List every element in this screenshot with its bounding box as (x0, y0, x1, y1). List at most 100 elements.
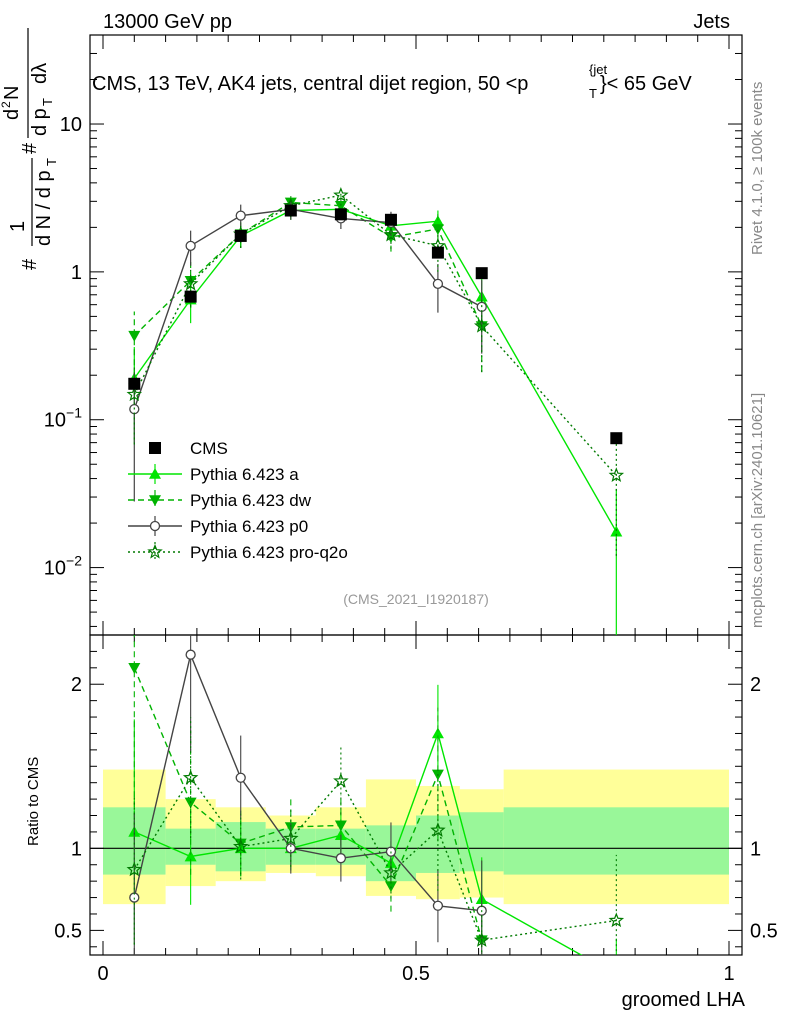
ratio-point-pythia-6-423-a (431, 727, 444, 739)
legend-marker (149, 442, 161, 454)
ratio-tick-label-right: 0.5 (750, 920, 778, 942)
ratio-point-pythia-6-423-pro-q2o (283, 830, 299, 846)
ratio-line-pythia-6-423-dw (133, 667, 483, 941)
ratio-line-pythia-6-423-p0 (133, 652, 482, 912)
series-line-pythia-6-423-dw (133, 201, 483, 337)
point-pythia-6-423-pro-q2o (383, 226, 399, 242)
ratio-point-pythia-6-423-pro-q2o (608, 912, 625, 928)
y-tick-label: 10−1 (44, 405, 82, 432)
ratio-point-pythia-6-423-pro-q2o (383, 864, 399, 880)
point-pythia-6-423-dw (334, 200, 347, 212)
ratio-point-pythia-6-423-dw (128, 663, 141, 674)
ratio-uncertainty-bands (90, 769, 742, 905)
legend-label: Pythia 6.423 pro-q2o (190, 543, 348, 562)
watermark: (CMS_2021_I1920187) (343, 591, 489, 607)
ratio-point-pythia-6-423-pro-q2o (333, 772, 349, 788)
header-right: Jets (693, 11, 730, 33)
legend-marker (149, 468, 161, 479)
point-pythia-6-423-pro-q2o (473, 317, 490, 333)
point-cms (334, 208, 347, 221)
y-tick-label: 10 (60, 114, 82, 136)
point-cms (431, 246, 444, 259)
point-cms (610, 432, 623, 445)
ratio-point-pythia-6-423-pro-q2o (430, 822, 446, 837)
y-label-n: N (1, 86, 23, 100)
point-pythia-6-423-dw (128, 330, 141, 342)
point-cms (475, 267, 488, 280)
point-cms (184, 290, 197, 303)
ratio-point-pythia-6-423-p0 (235, 772, 246, 783)
ratio-point-pythia-6-423-pro-q2o (473, 932, 490, 947)
point-pythia-6-423-dw (431, 224, 444, 235)
y-label-dpt: d p (29, 108, 51, 136)
legend-label: Pythia 6.423 dw (190, 491, 312, 510)
x-tick-label: 0 (97, 963, 108, 985)
point-pythia-6-423-pro-q2o (333, 187, 349, 202)
rivet-label: Rivet 4.1.0, ≥ 100k events (749, 82, 766, 255)
ratio-point-pythia-6-423-p0 (285, 843, 296, 854)
legend: CMS Pythia 6.423 a Pythia 6.423 dw Pythia 6… (128, 439, 348, 562)
point-pythia-6-423-pro-q2o (608, 467, 625, 483)
point-pythia-6-423-a (610, 525, 623, 537)
ratio-point-pythia-6-423-p0 (335, 853, 347, 864)
main-series-layer (126, 186, 625, 635)
ratio-tick-label-right: 1 (750, 838, 761, 860)
ratio-point-pythia-6-423-pro-q2o (232, 838, 249, 854)
ratio-tick-label: 1 (71, 838, 82, 860)
ratio-point-pythia-6-423-pro-q2o (182, 769, 199, 785)
ratio-line-pythia-6-423-pro-q2o (133, 776, 617, 941)
ratio-band-inner (503, 807, 729, 875)
header-left: 13000 GeV pp (103, 11, 232, 33)
main-plot-frame (89, 34, 743, 636)
y-label-t2: T (40, 98, 55, 106)
series-line-pythia-6-423-pro-q2o (133, 194, 617, 476)
y-label-hash2: # (19, 142, 41, 154)
x-tick-label: 1 (723, 963, 734, 985)
point-pythia-6-423-pro-q2o (182, 275, 199, 291)
x-tick-label: 0.5 (402, 963, 430, 985)
point-pythia-6-423-a (431, 215, 444, 227)
title-sup: {jet (589, 62, 607, 77)
y-tick-label: 10−2 (44, 553, 82, 580)
ratio-point-pythia-6-423-dw (334, 820, 347, 832)
y-label-dl: dλ (29, 63, 51, 84)
mcplots-label: mcplots.cern.ch [arXiv:2401.10621] (749, 393, 766, 628)
point-cms (128, 377, 141, 390)
main-axis-ticks: 10−2 10−1 1 10 (44, 34, 742, 635)
legend-label: Pythia 6.423 a (190, 465, 299, 484)
title-main: CMS, 13 TeV, AK4 jets, central dijet reg… (92, 73, 528, 95)
ratio-series-layer (126, 635, 625, 980)
point-pythia-6-423-p0 (432, 278, 444, 289)
y-tick-label: 1 (71, 262, 82, 284)
ratio-point-pythia-6-423-p0 (185, 649, 196, 660)
ratio-point-pythia-6-423-p0 (432, 900, 444, 911)
legend-marker (149, 495, 161, 506)
y-label-one: 1 (7, 221, 29, 232)
legend-marker (149, 520, 161, 532)
y-label-hash1: # (19, 258, 41, 270)
legend-marker (147, 543, 163, 559)
main-y-label: # 1 d N / d p T # d 2 N d p T dλ (0, 28, 59, 270)
point-pythia-6-423-p0 (185, 240, 196, 251)
y-label-t1: T (44, 158, 59, 166)
y-label-dnum: d (1, 109, 23, 120)
point-pythia-6-423-pro-q2o (126, 386, 143, 402)
series-line-pythia-6-423-p0 (133, 208, 483, 410)
ratio-point-pythia-6-423-a (610, 969, 622, 980)
legend-label: CMS (190, 439, 228, 458)
point-pythia-6-423-p0 (235, 210, 246, 221)
ratio-point-pythia-6-423-a (184, 850, 197, 862)
ratio-tick-label: 0.5 (54, 920, 82, 942)
ratio-y-label: Ratio to CMS (25, 757, 42, 846)
y-label-dn: d N / d p (33, 170, 55, 246)
plot-title: CMS, 13 TeV, AK4 jets, central dijet reg… (92, 62, 692, 101)
title-sub: T (589, 86, 597, 101)
point-cms (234, 229, 247, 242)
x-axis-label: groomed LHA (622, 989, 746, 1011)
y-label-two: 2 (0, 101, 13, 108)
legend-label: Pythia 6.423 p0 (190, 517, 308, 536)
point-cms (384, 213, 397, 226)
point-cms (284, 204, 297, 217)
title-end: }< 65 GeV (600, 73, 692, 95)
